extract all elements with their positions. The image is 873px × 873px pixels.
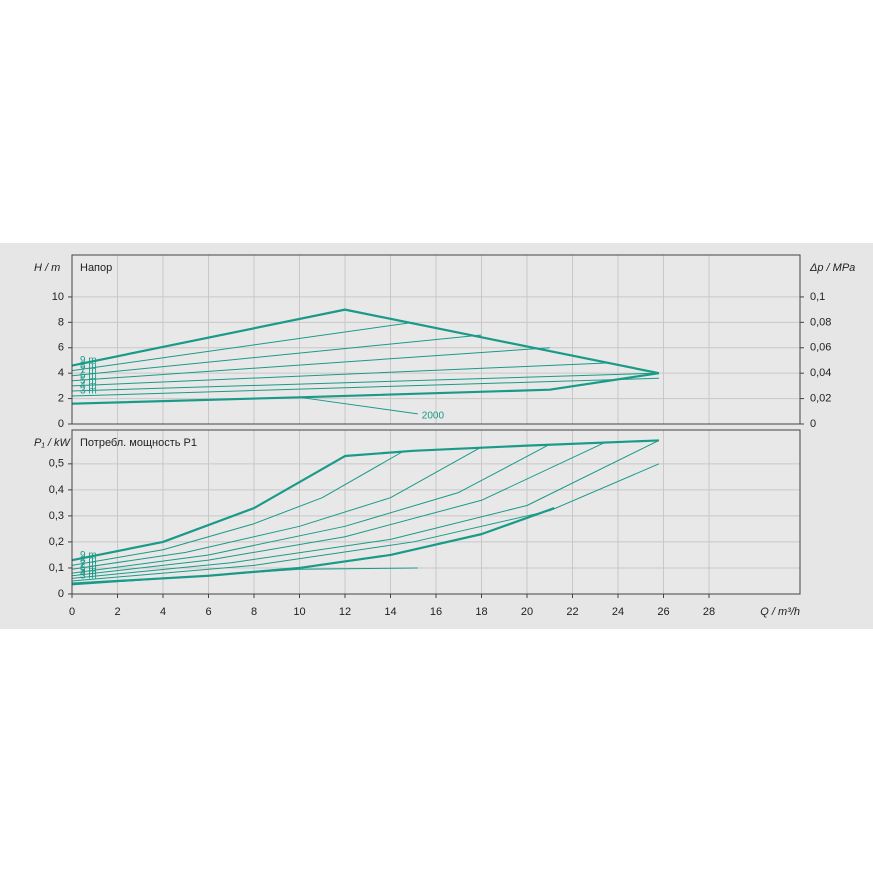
y-tick-label: 4 [58,367,64,379]
curve [71,441,607,577]
curve [299,396,418,415]
curve-label: 8 m [80,555,97,566]
x-tick-label: 14 [384,606,396,618]
y-tick-label: 0,4 [49,484,64,496]
curve-label: 8 m [80,360,97,371]
curve [71,463,660,582]
curve-label: 9 m [80,355,97,366]
y-axis-label: H / m [34,262,60,274]
curve-label: 9 m [80,550,97,561]
x-tick-label: 16 [430,606,442,618]
x-tick-label: 12 [339,606,351,618]
y-tick-label: 0 [58,588,64,600]
x-tick-label: 8 [251,606,257,618]
curve [71,347,550,382]
curve-label: 7 m [80,365,97,376]
curve-label: 2000 [422,410,445,421]
y-tick-label: 10 [52,291,64,303]
y-tick-label: 0,1 [49,562,64,574]
curve [71,439,659,562]
curve [71,372,659,392]
chart-title: Напор [80,262,112,274]
y2-tick-label: 0 [810,418,816,430]
curve [71,362,607,387]
x-tick-label: 24 [612,606,624,618]
curve-label: 6 m [80,370,97,381]
curve [71,443,550,574]
curve [71,372,660,405]
y2-tick-label: 0,04 [810,367,831,379]
curve [71,446,482,570]
y2-tick-label: 0,06 [810,342,831,354]
x-tick-label: 26 [657,606,669,618]
x-tick-label: 2 [114,606,120,618]
y-axis-label: P₁ / kW [34,437,71,449]
y-tick-label: 8 [58,316,64,328]
curve-label: 3 m [80,386,97,397]
curve-label: 5 m [80,376,97,387]
plot-frame [71,429,801,595]
y-tick-label: 0 [58,418,64,430]
y-tick-label: 0,3 [49,510,64,522]
y-tick-label: 6 [58,342,64,354]
x-tick-label: 10 [293,606,305,618]
x-tick-label: 4 [160,606,166,618]
x-tick-label: 0 [69,606,75,618]
y-tick-label: 0,5 [49,458,64,470]
y2-tick-label: 0,02 [810,392,831,404]
y-tick-label: 0,2 [49,536,64,548]
x-tick-label: 28 [703,606,715,618]
curve-label: 3 m [80,571,97,582]
curve-label: 7 m [80,559,97,570]
x-axis-label: Q / m³/h [760,606,800,618]
curve-label: 6 m [80,563,97,574]
y2-tick-label: 0,1 [810,291,825,303]
curve [71,451,403,566]
curve-label: 5 m [80,565,97,576]
curve [71,567,418,586]
x-tick-label: 20 [521,606,533,618]
x-tick-label: 18 [475,606,487,618]
x-tick-label: 22 [566,606,578,618]
chart-title: Потребл. мощность P1 [80,437,197,449]
x-tick-label: 6 [205,606,211,618]
curve [71,439,660,579]
y2-tick-label: 0,08 [810,316,831,328]
y2-axis-label: Δp / MPa [809,262,855,274]
curve [71,334,482,377]
curve [71,321,414,372]
y-tick-label: 2 [58,392,64,404]
curve [71,377,659,397]
curve-label: 4 m [80,381,97,392]
curve-label: 4 m [80,568,97,579]
plot-frame [71,254,801,425]
curve [71,308,660,375]
